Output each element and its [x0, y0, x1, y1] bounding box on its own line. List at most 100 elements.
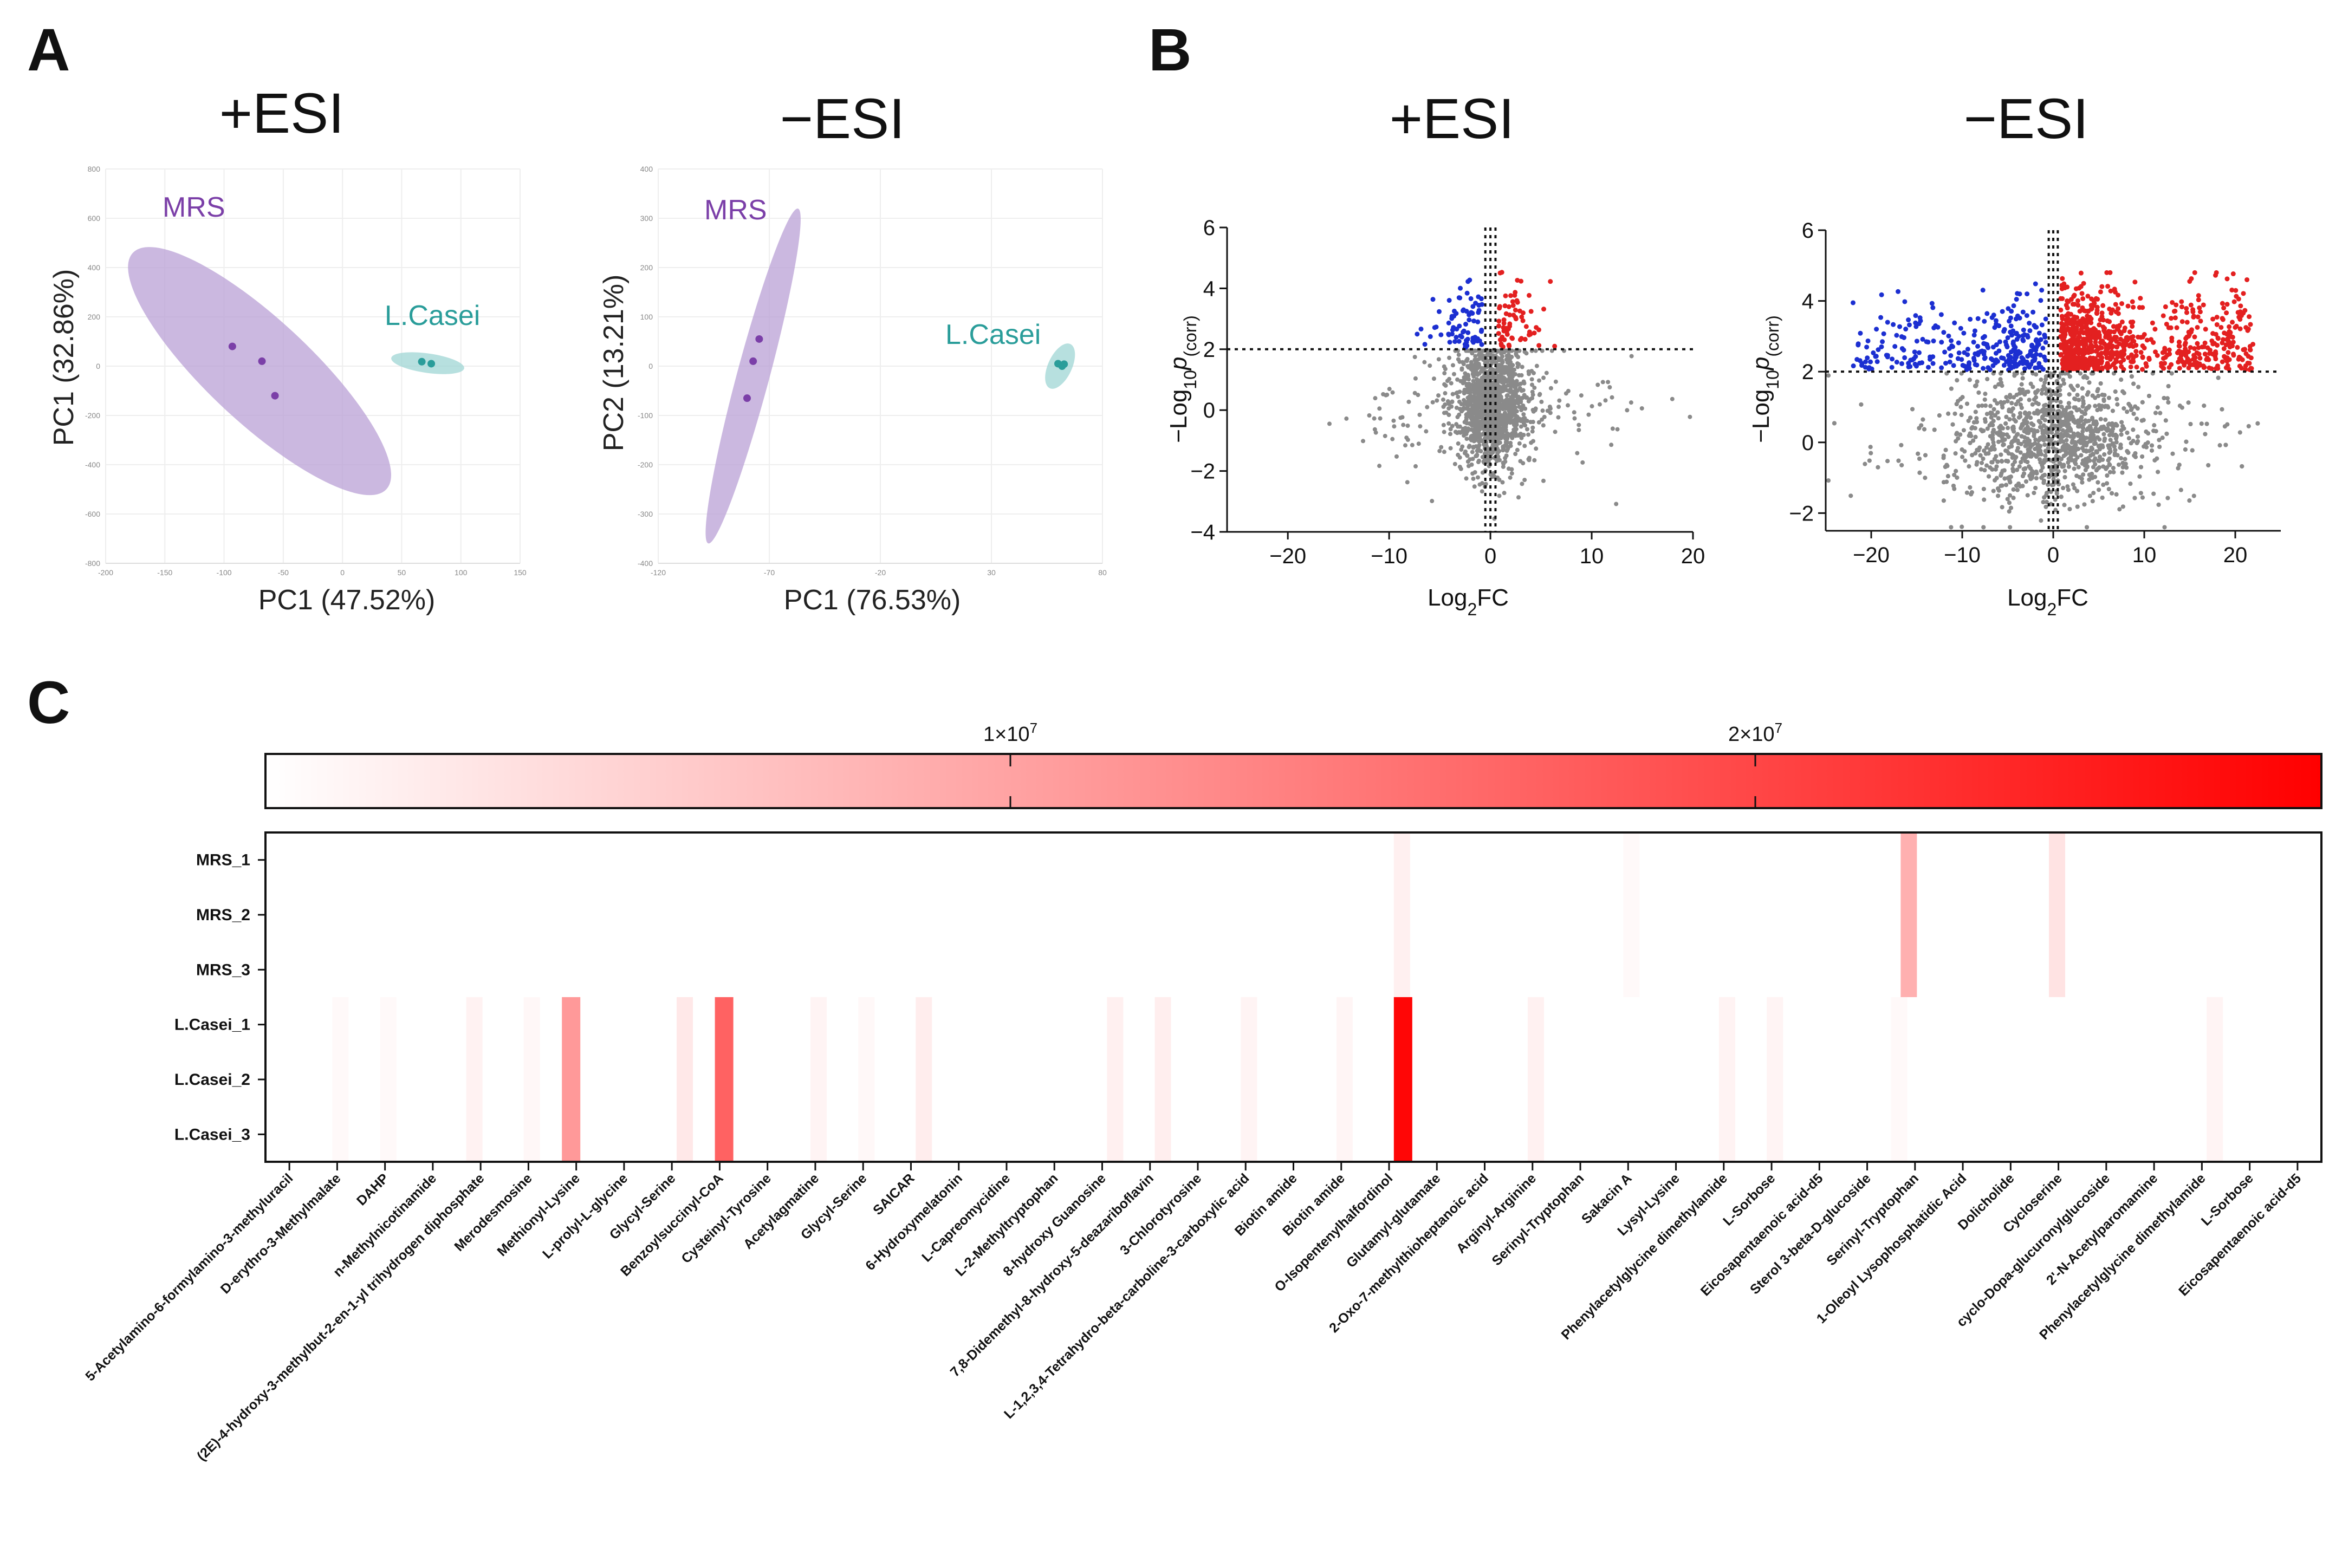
up-point: [1502, 303, 1508, 309]
ns-point: [1416, 441, 1421, 446]
down-point: [1939, 340, 1944, 345]
ns-point: [2015, 467, 2020, 472]
down-point: [1925, 365, 1931, 370]
up-point: [2188, 345, 2193, 350]
ns-point: [2131, 427, 2136, 432]
ns-point: [1462, 451, 1467, 456]
down-point: [1878, 315, 1884, 320]
down-point: [1913, 324, 1919, 329]
ns-point: [2084, 449, 2089, 454]
ns-point: [1973, 426, 1977, 431]
ns-point: [2149, 448, 2154, 453]
up-point: [2197, 309, 2203, 315]
ns-point: [1442, 430, 1446, 434]
up-point: [2059, 352, 2064, 357]
down-point: [1943, 361, 1949, 366]
ns-point: [1383, 433, 1387, 438]
down-point: [2008, 315, 2013, 321]
x-tick-label: -50: [278, 568, 289, 577]
ns-point: [2225, 422, 2230, 427]
ns-point: [2113, 432, 2118, 437]
ns-point: [2073, 397, 2078, 402]
ns-point: [1974, 420, 1979, 425]
up-point: [2106, 329, 2111, 335]
ns-point: [1442, 411, 1446, 415]
ns-point: [1424, 429, 1429, 434]
ns-point: [2090, 471, 2094, 476]
ns-point: [1990, 437, 1995, 442]
ns-point: [1473, 395, 1478, 400]
ns-point: [2106, 428, 2111, 433]
ns-point: [1982, 497, 1987, 502]
panel-letter-c: C: [27, 669, 70, 736]
ns-point: [2030, 428, 2035, 433]
ns-point: [2042, 413, 2047, 418]
ns-point: [1961, 428, 1966, 433]
ns-point: [1469, 438, 1474, 443]
down-point: [1464, 343, 1470, 348]
y-tick-label: 800: [88, 165, 101, 173]
ns-point: [2135, 434, 2140, 439]
down-point: [2000, 309, 2005, 314]
ns-point: [1556, 415, 1561, 420]
ns-point: [2080, 446, 2085, 451]
ns-point: [1955, 431, 1960, 435]
ns-point: [1564, 391, 1568, 396]
ns-point: [2025, 493, 2030, 498]
down-point: [1906, 317, 1911, 323]
ns-point: [2105, 473, 2110, 478]
ns-point: [2018, 450, 2023, 455]
ns-point: [2152, 423, 2157, 428]
ns-point: [1470, 382, 1475, 387]
ns-point: [2072, 486, 2077, 491]
up-point: [2250, 342, 2256, 347]
ns-point: [2043, 449, 2048, 454]
ns-point: [2012, 395, 2016, 400]
up-point: [2184, 310, 2189, 315]
up-point: [2227, 329, 2232, 334]
ns-point: [1533, 348, 1538, 353]
ns-point: [2067, 392, 2072, 397]
ns-point: [1968, 415, 1973, 420]
x-tick-label: 50: [398, 568, 406, 577]
ns-point: [1532, 385, 1537, 390]
ns-point: [1436, 357, 1441, 362]
ns-point: [1944, 479, 1949, 484]
ns-point: [2014, 483, 2019, 488]
ns-point: [1996, 488, 2001, 493]
ns-point: [1516, 355, 1521, 360]
ns-point: [2004, 395, 2009, 400]
ns-point: [1973, 409, 1978, 414]
ns-point: [1459, 447, 1464, 452]
ns-point: [2151, 491, 2156, 496]
ns-point: [1446, 401, 1451, 406]
ns-point: [2183, 447, 2188, 452]
ns-point: [1457, 412, 1462, 417]
ns-point: [1457, 399, 1462, 404]
down-point: [1458, 333, 1463, 339]
ns-point: [1597, 402, 1602, 407]
ns-point: [1474, 390, 1479, 395]
ns-point: [2019, 434, 2024, 439]
down-point: [1975, 316, 1981, 321]
ns-point: [1461, 428, 1465, 433]
down-point: [1859, 361, 1865, 366]
ns-point: [1532, 458, 1537, 463]
ns-point: [1586, 412, 1591, 417]
ns-point: [1980, 403, 1984, 408]
ns-point: [1478, 401, 1483, 406]
ns-point: [2131, 381, 2136, 386]
up-point: [2184, 305, 2189, 311]
ns-point: [1970, 453, 1975, 458]
down-point: [1851, 363, 1856, 369]
up-point: [1508, 293, 1514, 298]
ns-point: [1991, 489, 1996, 493]
ns-point: [1477, 415, 1482, 420]
ns-point: [1530, 429, 1535, 434]
y-tick-label: 400: [640, 165, 653, 173]
ns-point: [2087, 424, 2092, 428]
down-point: [1966, 362, 1971, 367]
down-point: [1894, 360, 1899, 365]
ns-point: [1464, 406, 1469, 411]
